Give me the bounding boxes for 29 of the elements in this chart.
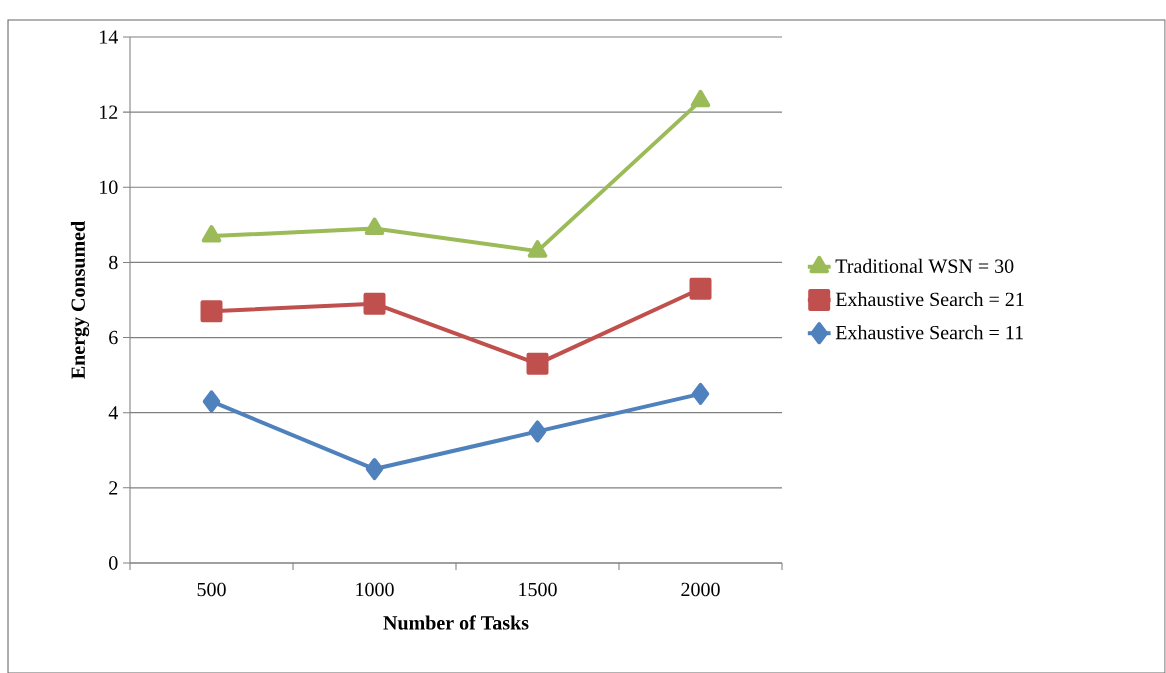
point — [690, 89, 711, 108]
point — [689, 277, 712, 300]
point — [526, 352, 549, 375]
point — [528, 420, 547, 443]
x-tick-label: 2000 — [681, 582, 720, 597]
legend-label: Exhaustive Search = 21 — [835, 292, 1024, 307]
y-tick-label: 8 — [109, 255, 118, 270]
point — [691, 382, 710, 405]
point — [201, 225, 222, 243]
y-tick-label: 0 — [109, 556, 118, 570]
point — [200, 300, 223, 323]
point — [202, 390, 221, 413]
point — [363, 292, 386, 315]
point — [527, 240, 548, 258]
point — [365, 458, 384, 481]
x-tick-label: 1000 — [356, 582, 394, 597]
y-tick-label: 2 — [109, 481, 118, 495]
x-tick-label: 500 — [197, 582, 226, 597]
legend-label: Traditional WSN = 30 — [835, 258, 1014, 274]
y-tick-label: 12 — [100, 105, 118, 119]
y-tick-label: 14 — [100, 30, 118, 44]
y-axis-title: Energy Consumed — [70, 221, 90, 379]
point — [364, 217, 385, 236]
y-tick-label: 10 — [100, 180, 118, 195]
y-tick-label: 6 — [109, 330, 118, 345]
x-axis-title: Number of Tasks — [383, 615, 529, 630]
y-tick-label: 4 — [108, 406, 118, 420]
legend-label: Exhaustive Search = 11 — [835, 325, 1023, 340]
x-tick-label: 1500 — [519, 582, 557, 597]
